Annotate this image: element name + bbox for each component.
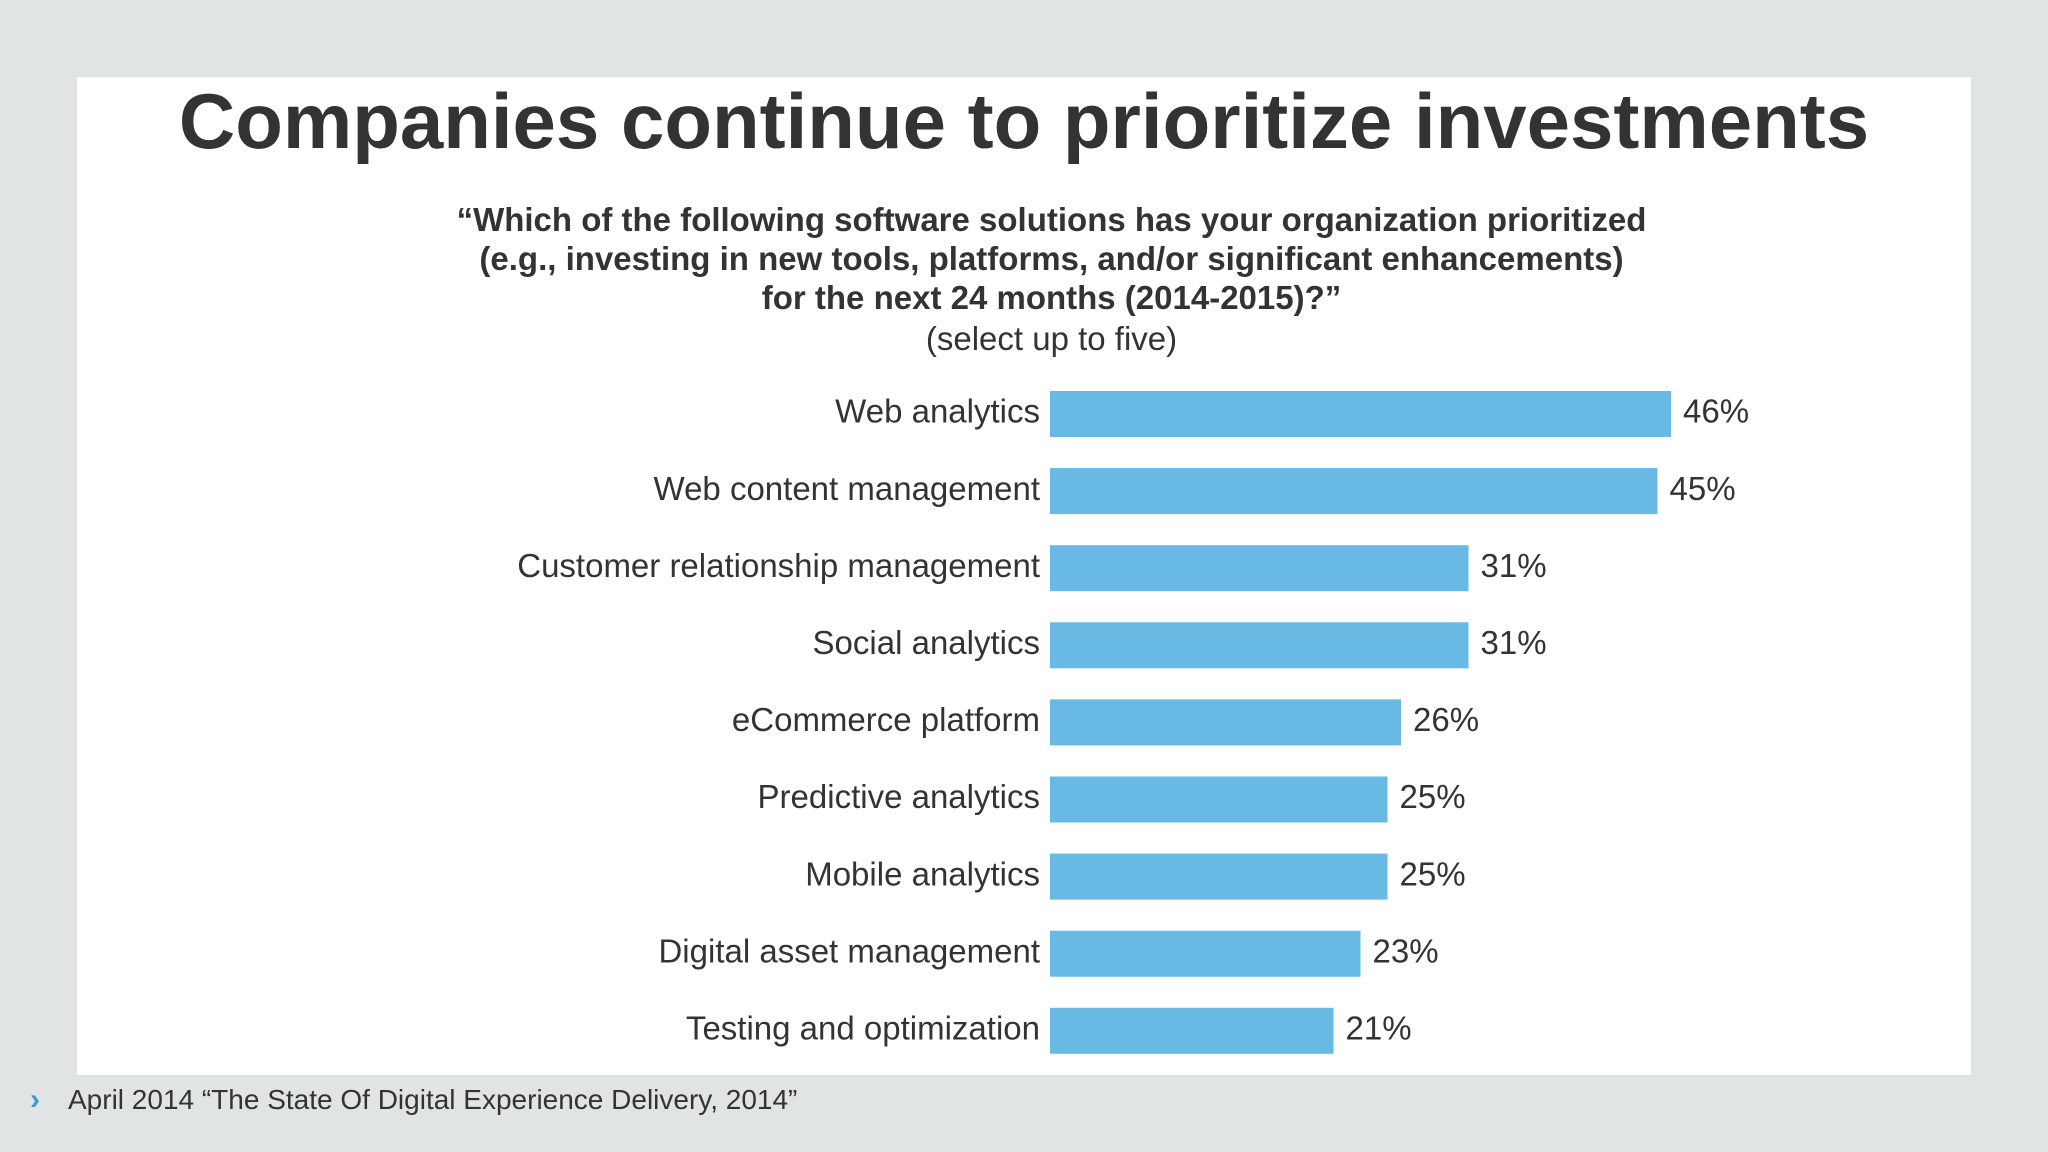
chevron-right-icon: › — [30, 1083, 40, 1116]
bar-6 — [1050, 853, 1388, 900]
bar-3 — [1050, 622, 1469, 669]
bar-2 — [1050, 545, 1469, 592]
survey-question-line-3: for the next 24 months (2014-2015)?” — [761, 279, 1342, 316]
category-label-1: Web content management — [654, 470, 1040, 507]
survey-question-line-2: (e.g., investing in new tools, platforms… — [479, 240, 1624, 277]
slide-title: Companies continue to prioritize investm… — [178, 77, 1870, 165]
bar-8 — [1050, 1007, 1334, 1054]
category-label-6: Mobile analytics — [805, 855, 1040, 892]
source-footer: › April 2014 “The State Of Digital Exper… — [30, 1083, 797, 1117]
value-label-8: 21% — [1346, 1010, 1412, 1047]
value-label-5: 25% — [1400, 778, 1466, 815]
slide-panel — [77, 77, 1971, 1075]
bar-7 — [1050, 930, 1361, 977]
survey-question-line-1: “Which of the following software solutio… — [456, 201, 1647, 238]
bar-1 — [1050, 468, 1658, 515]
value-label-0: 46% — [1683, 393, 1749, 430]
survey-question: “Which of the following software solutio… — [0, 200, 2048, 358]
source-citation: April 2014 “The State Of Digital Experie… — [68, 1084, 798, 1115]
value-label-2: 31% — [1481, 547, 1547, 584]
value-label-7: 23% — [1373, 932, 1439, 969]
bar-0 — [1050, 391, 1671, 437]
category-label-8: Testing and optimization — [686, 1010, 1040, 1047]
value-label-1: 45% — [1670, 470, 1736, 507]
bar-4 — [1050, 699, 1401, 746]
survey-question-note: (select up to five) — [925, 320, 1178, 357]
value-label-6: 25% — [1400, 855, 1466, 892]
category-label-2: Customer relationship management — [517, 547, 1040, 584]
bar-5 — [1050, 776, 1388, 823]
value-label-4: 26% — [1413, 701, 1479, 738]
category-label-7: Digital asset management — [658, 932, 1040, 969]
category-label-3: Social analytics — [813, 624, 1040, 661]
category-label-0: Web analytics — [835, 393, 1040, 430]
value-label-3: 31% — [1481, 624, 1547, 661]
category-label-5: Predictive analytics — [758, 778, 1040, 815]
category-label-4: eCommerce platform — [732, 701, 1040, 738]
